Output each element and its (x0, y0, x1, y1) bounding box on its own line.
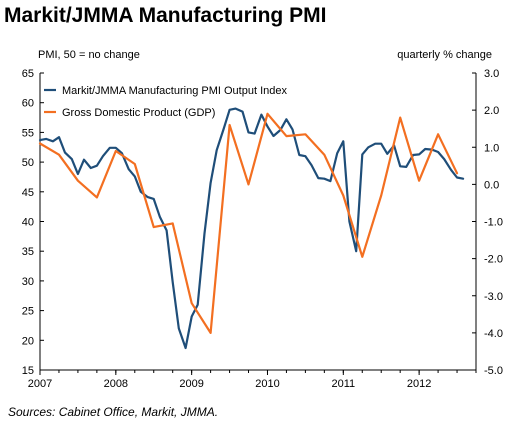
x-tick-label: 2008 (104, 378, 128, 390)
right-tick-label: 1.0 (484, 142, 499, 154)
left-tick-label: 30 (22, 276, 34, 288)
left-tick-label: 35 (22, 246, 34, 258)
x-tick-label: 2010 (255, 378, 279, 390)
left-tick-label: 60 (22, 98, 34, 110)
left-axis-label: PMI, 50 = no change (38, 49, 140, 61)
right-tick-label: 3.0 (484, 68, 499, 80)
right-axis-label: quarterly % change (397, 49, 492, 61)
left-tick-label: 45 (22, 187, 34, 199)
left-tick-label: 65 (22, 68, 34, 80)
right-tick-label: -3.0 (484, 291, 503, 303)
right-tick-label: -5.0 (484, 365, 503, 377)
pmi-gdp-chart: 15 20 25 30 35 40 45 50 55 60 65 -5.0 -4.0 -3.0 -2.0 -1… (22, 68, 503, 390)
legend-label-pmi: Markit/JMMA Manufacturing PMI Output Ind… (62, 85, 287, 97)
left-tick-label: 50 (22, 157, 34, 169)
pmi-series-line (38, 107, 465, 350)
x-tick-label: 2009 (179, 378, 203, 390)
legend-label-gdp: Gross Domestic Product (GDP) (62, 107, 215, 119)
x-tick-label: 2011 (331, 378, 355, 390)
right-tick-label: -4.0 (484, 328, 503, 340)
x-tick-label: 2007 (28, 378, 52, 390)
source-note: Sources: Cabinet Office, Markit, JMMA. (8, 405, 219, 419)
gdp-series-line (38, 112, 459, 334)
x-tick-label: 2012 (407, 378, 431, 390)
right-tick-label: 2.0 (484, 105, 499, 117)
chart-title: Markit/JMMA Manufacturing PMI (4, 4, 327, 27)
right-tick-label: -1.0 (484, 217, 503, 229)
left-tick-label: 55 (22, 127, 34, 139)
left-tick-label: 25 (22, 306, 34, 318)
right-tick-label: 0.0 (484, 179, 499, 191)
left-tick-label: 40 (22, 217, 34, 229)
left-tick-label: 20 (22, 335, 34, 347)
left-tick-label: 15 (22, 365, 34, 377)
right-tick-label: -2.0 (484, 254, 503, 266)
